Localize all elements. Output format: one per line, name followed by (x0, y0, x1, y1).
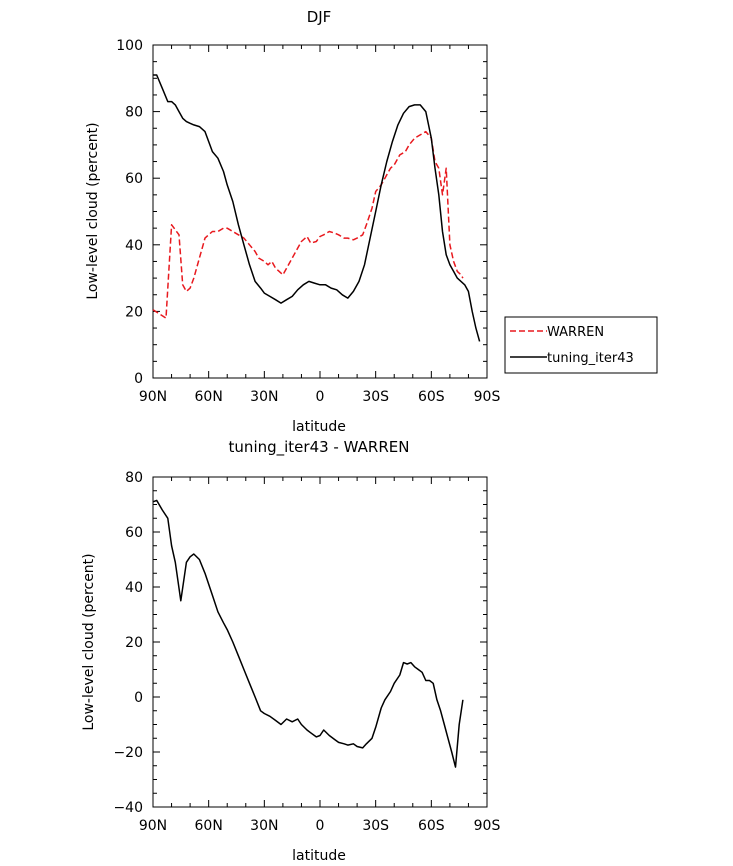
y-tick-label: 20 (125, 304, 143, 320)
x-tick-label: 30S (362, 389, 389, 405)
chart-difference: tuning_iter43 - WARREN 90N 60N 30N 0 30S 60S 9… (81, 438, 500, 864)
x-tick-label: 90N (139, 818, 167, 834)
series-lines (152, 499, 464, 768)
y-tick-label: 40 (125, 580, 143, 596)
plot-frame (152, 476, 488, 808)
x-tick-label: 60N (195, 389, 223, 405)
y-axis-label: Low-level cloud (percent) (85, 122, 101, 299)
x-tick-label: 30N (250, 818, 278, 834)
chart-djf: DJF 90N 60N 30N 0 30S 60S 90S 0 20 40 60 80 100 lati… (85, 8, 658, 435)
x-tick-label: 60S (418, 389, 445, 405)
tick-labels: 90N 60N 30N 0 30S 60S 90S −40 −20 0 20 40 60 80 (113, 470, 500, 834)
y-tick-label: 100 (116, 38, 143, 54)
y-tick-label: −40 (113, 800, 143, 816)
plot-frame (152, 44, 488, 379)
y-tick-label: 80 (125, 470, 143, 486)
tick-marks (152, 44, 488, 379)
y-axis-label: Low-level cloud (percent) (81, 553, 97, 730)
series-line-warren (152, 130, 464, 319)
y-tick-label: 0 (134, 371, 143, 387)
series-line-tuning-iter43 (153, 74, 481, 342)
x-tick-label: 30N (250, 389, 278, 405)
series-lines (152, 74, 481, 342)
legend-box (504, 316, 658, 374)
x-tick-label: 30S (362, 818, 389, 834)
legend-label-tuning: tuning_iter43 (547, 351, 634, 366)
series-line-difference (152, 499, 464, 768)
x-axis-label: latitude (292, 419, 346, 435)
x-tick-label: 90S (474, 818, 501, 834)
y-tick-label: −20 (113, 745, 143, 761)
legend: WARREN tuning_iter43 (504, 316, 658, 374)
tick-labels: 90N 60N 30N 0 30S 60S 90S 0 20 40 60 80 100 (116, 38, 500, 405)
x-tick-label: 0 (316, 818, 325, 834)
y-tick-label: 0 (134, 690, 143, 706)
tick-marks (152, 476, 488, 808)
y-tick-label: 60 (125, 171, 143, 187)
y-tick-label: 40 (125, 238, 143, 254)
chart-title: tuning_iter43 - WARREN (229, 438, 410, 457)
chart-title: DJF (307, 8, 332, 26)
x-tick-label: 90N (139, 389, 167, 405)
y-tick-label: 80 (125, 105, 143, 121)
x-tick-label: 0 (316, 389, 325, 405)
x-tick-label: 60N (195, 818, 223, 834)
x-axis-label: latitude (292, 848, 346, 864)
legend-label-warren: WARREN (547, 325, 604, 340)
x-tick-label: 90S (474, 389, 501, 405)
y-tick-label: 20 (125, 635, 143, 651)
y-tick-label: 60 (125, 525, 143, 541)
x-tick-label: 60S (418, 818, 445, 834)
